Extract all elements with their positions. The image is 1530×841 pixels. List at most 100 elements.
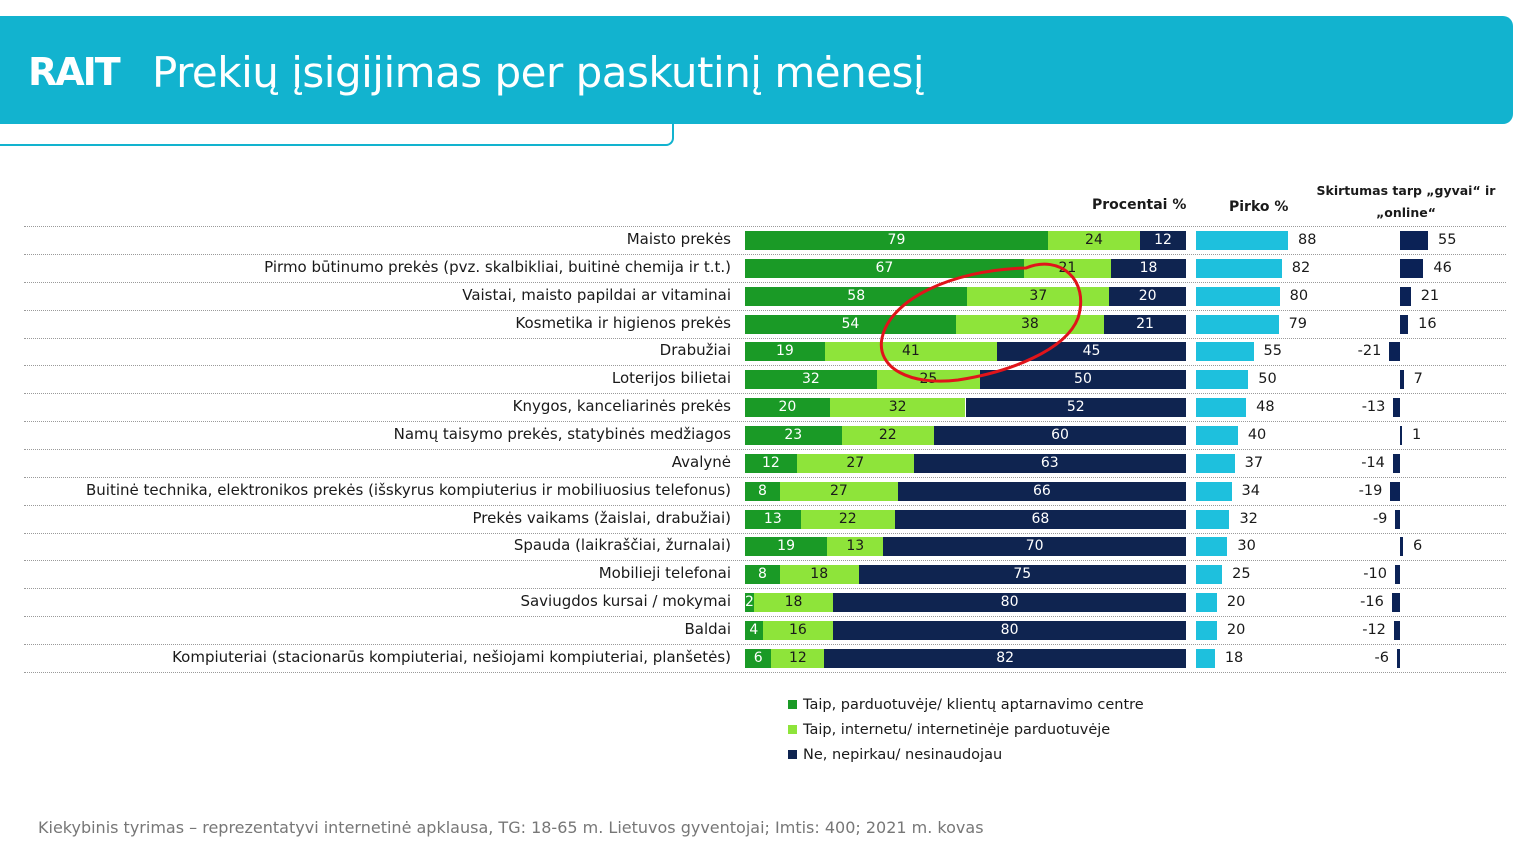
pirko-value: 50 — [1258, 371, 1277, 387]
bar-segment-in-store: 4 — [745, 621, 763, 640]
bar-value-online: 32 — [888, 399, 907, 415]
procentai-header: Procentai % — [1092, 197, 1187, 213]
category-label: Kosmetika ir higienos prekės — [515, 314, 731, 332]
category-label: Drabužiai — [659, 341, 731, 359]
table-row: Buitinė technika, elektronikos prekės (i… — [24, 478, 1506, 506]
legend-swatch-in-store — [788, 700, 797, 709]
difference-bar — [1395, 510, 1400, 529]
bar-segment-online: 27 — [796, 454, 914, 473]
bar-segment-in-store: 8 — [745, 565, 780, 584]
bar-value-online: 22 — [878, 427, 897, 443]
pirko-value: 20 — [1226, 594, 1246, 610]
table-row: Kompiuteriai (stacionarūs kompiuteriai, … — [24, 645, 1506, 673]
pirko-value: 82 — [1291, 260, 1311, 276]
category-label: Mobilieji telefonai — [598, 564, 731, 582]
bar-segment-in-store: 13 — [745, 510, 801, 529]
bar-segment-no: 50 — [979, 370, 1186, 389]
bar-value-in-store: 13 — [763, 511, 782, 527]
bar-segment-in-store: 67 — [745, 259, 1024, 278]
bar-segment-online: 37 — [967, 287, 1110, 306]
pirko-value: 30 — [1237, 538, 1256, 554]
bar-segment-online: 41 — [824, 342, 997, 361]
bar-segment-no: 12 — [1139, 231, 1186, 250]
skirtumas-header-line2: „online“ — [1376, 205, 1436, 220]
pirko-value: 40 — [1247, 427, 1267, 443]
difference-value: -16 — [1360, 594, 1384, 610]
bar-segment-online: 22 — [841, 426, 934, 445]
bar-segment-online: 22 — [800, 510, 895, 529]
bar-value-no: 20 — [1138, 288, 1157, 304]
table-top-rule — [24, 226, 1506, 227]
pirko-bar — [1196, 231, 1288, 250]
bar-segment-no: 60 — [934, 426, 1186, 445]
bar-value-no: 52 — [1066, 399, 1085, 415]
category-label: Pirmo būtinumo prekės (pvz. skalbikliai,… — [264, 258, 731, 276]
bar-segment-online: 18 — [779, 565, 859, 584]
bar-value-in-store: 6 — [753, 650, 763, 666]
bar-value-online: 37 — [1029, 288, 1048, 304]
skirtumas-header-line1: Skirtumas tarp „gyvai“ ir — [1316, 183, 1496, 198]
bar-value-in-store: 8 — [758, 566, 767, 582]
bar-segment-online: 18 — [753, 593, 834, 612]
table-row: Vaistai, maisto papildai ar vitaminai 58 3… — [24, 283, 1506, 311]
bar-segment-in-store: 79 — [745, 231, 1048, 250]
pirko-value: 88 — [1298, 232, 1317, 248]
category-label: Kompiuteriai (stacionarūs kompiuteriai, … — [172, 648, 731, 666]
bar-value-online: 18 — [810, 566, 829, 582]
difference-value: 55 — [1438, 232, 1457, 248]
bar-value-no: 63 — [1040, 455, 1059, 471]
pirko-bar — [1196, 259, 1282, 278]
pirko-bar — [1196, 398, 1247, 417]
pirko-bar — [1196, 510, 1230, 529]
difference-bar — [1400, 426, 1402, 445]
difference-bar — [1391, 593, 1400, 612]
bar-value-no: 80 — [1000, 622, 1019, 638]
difference-value: -13 — [1361, 399, 1386, 415]
difference-value: 16 — [1418, 316, 1437, 332]
bar-value-in-store: 19 — [777, 538, 795, 554]
category-label: Buitinė technika, elektronikos prekės (i… — [85, 481, 731, 499]
bar-segment-no: 80 — [833, 621, 1186, 640]
bar-value-no: 70 — [1025, 538, 1044, 554]
bar-segment-no: 52 — [965, 398, 1186, 417]
pirko-value: 18 — [1224, 650, 1244, 666]
bar-value-online: 24 — [1085, 232, 1103, 248]
category-label: Knygos, kanceliarinės prekės — [512, 397, 731, 415]
bar-value-online: 41 — [901, 343, 920, 359]
legend-item-no: Ne, nepirkau/ nesinaudojau — [788, 742, 1144, 767]
chart-legend: Taip, parduotuvėje/ klientų aptarnavimo … — [788, 692, 1144, 767]
pirko-value: 34 — [1241, 483, 1260, 499]
pirko-bar — [1196, 315, 1279, 334]
category-label: Avalynė — [671, 453, 731, 471]
difference-value: -19 — [1358, 483, 1383, 499]
bar-segment-in-store: 12 — [745, 454, 797, 473]
table-row: Namų taisymo prekės, statybinės medžiago… — [24, 422, 1506, 450]
bar-value-in-store: 58 — [847, 288, 866, 304]
pirko-value: 48 — [1256, 399, 1275, 415]
legend-label-no: Ne, nepirkau/ nesinaudojau — [803, 746, 1003, 763]
difference-bar — [1394, 565, 1400, 584]
pirko-value: 25 — [1232, 566, 1251, 582]
bar-value-in-store: 20 — [778, 399, 797, 415]
rait-logo: RAIT — [28, 50, 121, 94]
header-tab-outline — [0, 124, 674, 146]
category-label: Vaistai, maisto papildai ar vitaminai — [462, 286, 731, 304]
difference-value: 21 — [1420, 288, 1440, 304]
bar-value-in-store: 19 — [775, 343, 794, 359]
bar-value-no: 50 — [1074, 371, 1092, 387]
legend-swatch-no — [788, 750, 797, 759]
bar-segment-in-store: 58 — [745, 287, 968, 306]
bar-value-online: 12 — [788, 650, 807, 666]
bar-value-in-store: 32 — [802, 371, 820, 387]
bar-segment-online: 27 — [779, 482, 898, 501]
bar-segment-in-store: 8 — [745, 482, 780, 501]
bar-segment-no: 63 — [913, 454, 1186, 473]
difference-bar — [1393, 398, 1400, 417]
pirko-value: 79 — [1288, 316, 1308, 332]
difference-bar — [1400, 537, 1404, 556]
bar-value-no: 12 — [1154, 232, 1172, 248]
bar-value-online: 25 — [919, 371, 938, 387]
bar-value-online: 16 — [788, 622, 807, 638]
difference-bar — [1400, 259, 1424, 278]
legend-item-online: Taip, internetu/ internetinėje parduotuv… — [788, 717, 1144, 742]
